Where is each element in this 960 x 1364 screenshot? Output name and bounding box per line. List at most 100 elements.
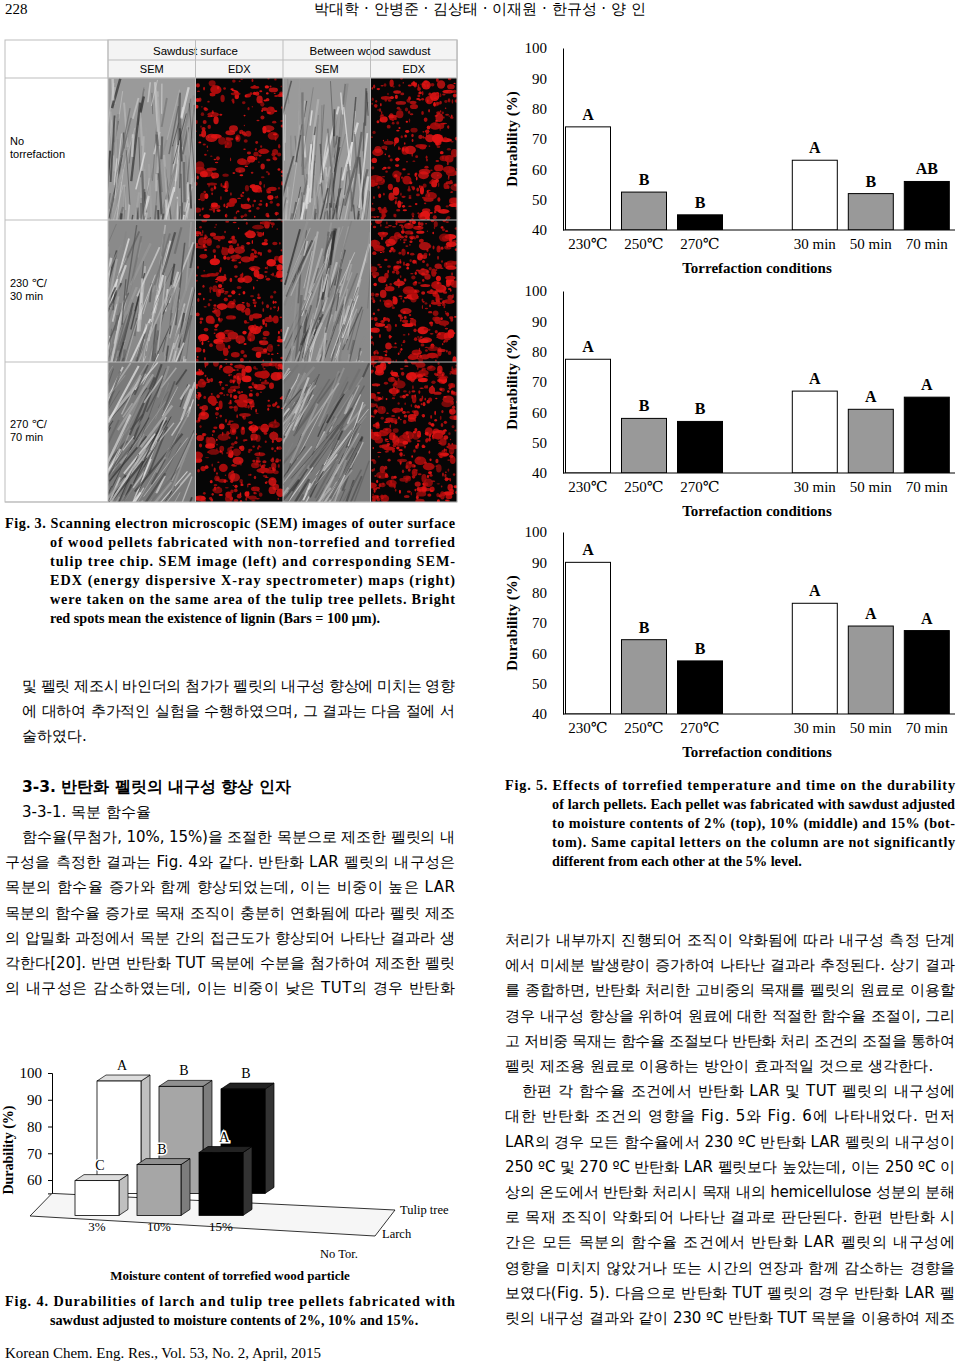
- edx-spot: [410, 318, 414, 319]
- edx-spot: [256, 120, 259, 122]
- edx-spot: [235, 134, 240, 141]
- edx-spot: [210, 156, 212, 157]
- edx-spot: [209, 286, 212, 289]
- sem-texture: [312, 188, 328, 220]
- edx-spot: [207, 273, 219, 276]
- sem-texture: [283, 156, 294, 208]
- edx-spot: [277, 339, 283, 342]
- edx-spot: [374, 104, 378, 107]
- sem-texture: [111, 79, 114, 101]
- edx-spot: [442, 90, 454, 94]
- edx-spot: [234, 93, 237, 94]
- edx-spot: [448, 99, 450, 101]
- edx-spot: [273, 133, 277, 135]
- edx-spot: [266, 159, 270, 162]
- edx-spot: [443, 137, 447, 141]
- edx-spot: [381, 96, 391, 100]
- edx-spot: [371, 359, 374, 362]
- edx-spot: [450, 184, 457, 191]
- sem-texture: [290, 335, 313, 362]
- sem-texture: [115, 315, 117, 330]
- edx-spot: [249, 266, 260, 271]
- edx-spot: [372, 87, 373, 90]
- edx-spot: [441, 247, 444, 250]
- edx-spot: [372, 103, 373, 105]
- edx-spot: [264, 271, 268, 272]
- edx-spot: [410, 253, 414, 256]
- edx-spot: [212, 176, 215, 179]
- edx-spot: [432, 316, 439, 321]
- edx-spot: [419, 185, 420, 188]
- edx-spot: [243, 149, 246, 150]
- edx-spot: [201, 130, 206, 138]
- edx-spot: [251, 172, 254, 174]
- edx-spot: [231, 303, 235, 305]
- edx-spot: [389, 250, 392, 253]
- edx-spot: [415, 271, 417, 274]
- edx-spot: [430, 333, 434, 335]
- edx-spot: [408, 96, 411, 100]
- edx-spot: [388, 115, 397, 119]
- sem-texture: [292, 163, 310, 220]
- edx-spot: [225, 146, 227, 148]
- edx-spot: [236, 136, 239, 140]
- edx-spot: [419, 242, 431, 250]
- edx-spot: [373, 196, 375, 199]
- edx-spot: [406, 121, 408, 123]
- edx-spot: [392, 226, 396, 227]
- edx-spot: [425, 308, 428, 309]
- edx-spot: [201, 106, 203, 107]
- edx-spot: [268, 187, 277, 191]
- edx-spot: [433, 102, 435, 106]
- edx-spot: [446, 283, 450, 287]
- edx-spot: [386, 244, 390, 247]
- sem-texture: [108, 478, 125, 502]
- edx-spot: [383, 140, 384, 142]
- edx-spot: [411, 134, 413, 137]
- edx-spot: [435, 102, 439, 104]
- edx-spot: [201, 112, 204, 116]
- edx-spot: [373, 226, 376, 228]
- edx-spot: [395, 95, 398, 99]
- edx-spot: [249, 338, 251, 341]
- edx-spot: [253, 301, 257, 304]
- edx-spot: [379, 108, 381, 112]
- edx-spot: [245, 185, 249, 192]
- edx-spot: [429, 145, 431, 146]
- edx-spot: [269, 86, 271, 88]
- edx-spot: [384, 141, 394, 145]
- edx-spot: [416, 187, 419, 191]
- edx-spot: [442, 343, 443, 345]
- edx-spot: [408, 355, 418, 360]
- edx-spot: [440, 110, 442, 112]
- edx-spot: [436, 93, 438, 96]
- edx-spot: [450, 117, 451, 119]
- edx-spot: [451, 149, 457, 158]
- edx-spot: [259, 340, 268, 345]
- edx-spot: [436, 276, 441, 282]
- edx-spot: [231, 92, 241, 95]
- edx-spot: [197, 246, 208, 249]
- edx-spot: [428, 329, 431, 331]
- edx-spot: [382, 176, 385, 177]
- sem-texture: [352, 97, 356, 142]
- edx-map: [196, 220, 284, 362]
- edx-spot: [264, 239, 268, 243]
- edx-spot: [394, 342, 396, 344]
- edx-spot: [234, 265, 238, 268]
- sem-texture: [109, 480, 115, 494]
- sem-texture: [143, 284, 152, 314]
- edx-spot: [405, 130, 409, 133]
- edx-spot: [237, 243, 239, 246]
- edx-spot: [442, 93, 445, 95]
- edx-spot: [214, 255, 216, 259]
- edx-spot: [419, 240, 421, 242]
- edx-spot: [427, 190, 431, 192]
- edx-spot: [400, 348, 402, 351]
- edx-spot: [403, 334, 406, 336]
- edx-spot: [442, 111, 444, 114]
- edx-spot: [221, 247, 229, 255]
- edx-spot: [431, 345, 435, 347]
- edx-spot: [425, 349, 428, 352]
- edx-spot: [442, 156, 444, 160]
